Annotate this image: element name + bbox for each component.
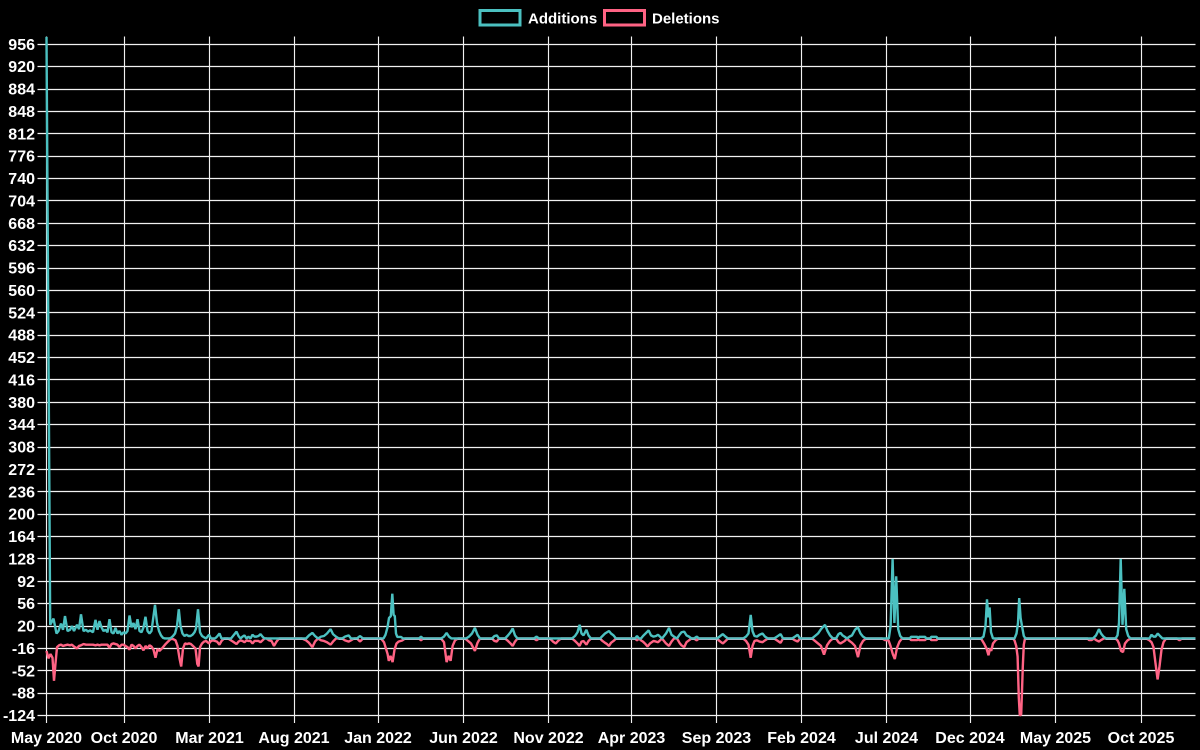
svg-text:Deletions: Deletions bbox=[652, 11, 720, 28]
svg-text:848: 848 bbox=[8, 104, 35, 121]
svg-text:May 2020: May 2020 bbox=[11, 730, 82, 747]
svg-text:Apr 2023: Apr 2023 bbox=[598, 730, 666, 747]
svg-text:Oct 2025: Oct 2025 bbox=[1108, 730, 1175, 747]
svg-text:92: 92 bbox=[17, 574, 35, 591]
svg-text:20: 20 bbox=[17, 619, 35, 636]
svg-text:380: 380 bbox=[8, 395, 35, 412]
svg-text:-52: -52 bbox=[12, 663, 35, 680]
svg-text:128: 128 bbox=[8, 551, 35, 568]
svg-text:308: 308 bbox=[8, 440, 35, 457]
svg-text:956: 956 bbox=[8, 37, 35, 54]
svg-text:740: 740 bbox=[8, 171, 35, 188]
svg-text:Feb 2024: Feb 2024 bbox=[767, 730, 836, 747]
svg-text:524: 524 bbox=[8, 305, 35, 322]
svg-text:Jul 2024: Jul 2024 bbox=[855, 730, 918, 747]
svg-text:Additions: Additions bbox=[528, 11, 597, 28]
svg-text:812: 812 bbox=[8, 126, 35, 143]
svg-text:632: 632 bbox=[8, 238, 35, 255]
svg-text:-88: -88 bbox=[12, 686, 35, 703]
svg-text:344: 344 bbox=[8, 417, 35, 434]
svg-text:560: 560 bbox=[8, 283, 35, 300]
svg-text:Jan 2022: Jan 2022 bbox=[344, 730, 412, 747]
svg-text:May 2025: May 2025 bbox=[1020, 730, 1091, 747]
svg-text:200: 200 bbox=[8, 507, 35, 524]
svg-text:776: 776 bbox=[8, 149, 35, 166]
svg-text:Dec 2024: Dec 2024 bbox=[935, 730, 1004, 747]
svg-text:704: 704 bbox=[8, 193, 35, 210]
svg-text:-124: -124 bbox=[3, 708, 35, 725]
svg-text:Mar 2021: Mar 2021 bbox=[175, 730, 244, 747]
svg-text:164: 164 bbox=[8, 529, 35, 546]
svg-text:236: 236 bbox=[8, 484, 35, 501]
svg-text:272: 272 bbox=[8, 462, 35, 479]
svg-text:Aug 2021: Aug 2021 bbox=[258, 730, 329, 747]
svg-text:56: 56 bbox=[17, 596, 35, 613]
svg-text:Oct 2020: Oct 2020 bbox=[91, 730, 158, 747]
svg-text:884: 884 bbox=[8, 82, 35, 99]
svg-text:668: 668 bbox=[8, 216, 35, 233]
svg-text:416: 416 bbox=[8, 372, 35, 389]
svg-text:488: 488 bbox=[8, 328, 35, 345]
svg-text:Jun 2022: Jun 2022 bbox=[429, 730, 498, 747]
svg-text:-16: -16 bbox=[12, 641, 35, 658]
svg-text:596: 596 bbox=[8, 261, 35, 278]
svg-text:Sep 2023: Sep 2023 bbox=[682, 730, 751, 747]
svg-text:Nov 2022: Nov 2022 bbox=[513, 730, 583, 747]
svg-text:920: 920 bbox=[8, 59, 35, 76]
svg-text:452: 452 bbox=[8, 350, 35, 367]
